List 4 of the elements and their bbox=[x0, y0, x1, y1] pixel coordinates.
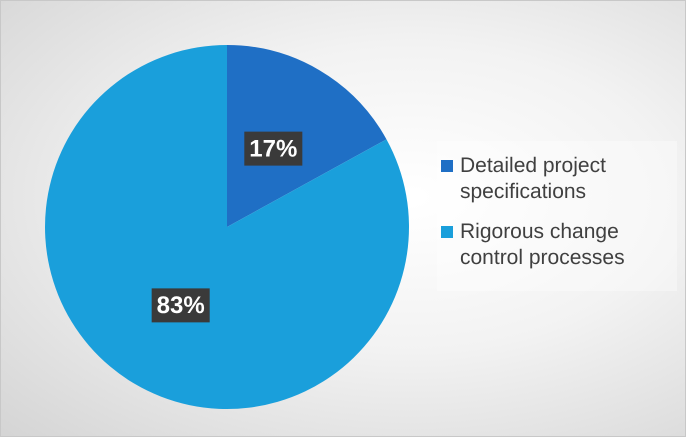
data-label: 83% bbox=[156, 292, 205, 319]
data-label: 17% bbox=[249, 135, 298, 162]
legend-label: Detailed project specifications bbox=[460, 153, 607, 205]
legend-label: Rigorous change control processes bbox=[460, 219, 626, 271]
